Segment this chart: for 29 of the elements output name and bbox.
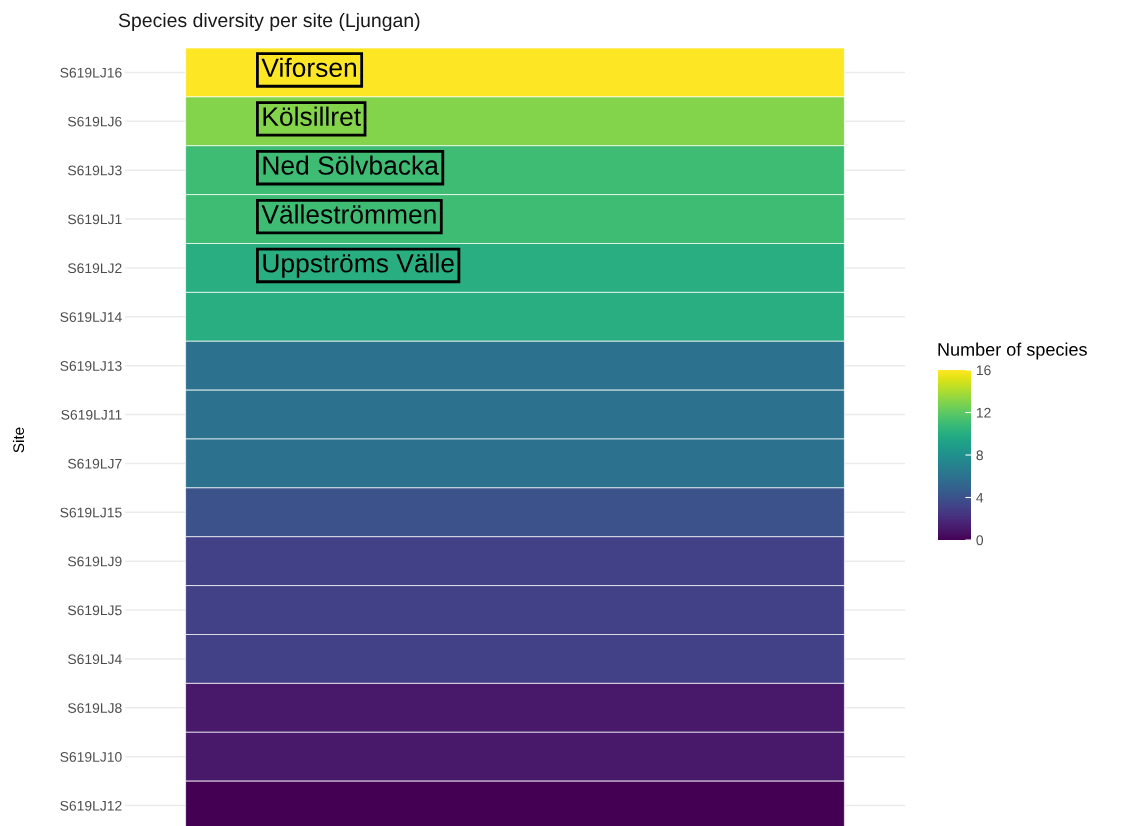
color-bar-label: 4	[976, 492, 984, 503]
y-tick-label: S619LJ12	[60, 800, 122, 811]
y-tick-label: S619LJ13	[60, 361, 122, 371]
annotation: Ned Sölvbacka	[263, 155, 439, 175]
y-tick-label: S619LJ15	[60, 507, 122, 518]
y-tick-label: S619LJ7	[68, 458, 122, 469]
color-bar-label: 16	[976, 365, 991, 376]
y-tick-label: S619LJ8	[68, 703, 122, 713]
y-tick-label: S619LJ2	[68, 263, 122, 274]
y-tick-label: S619LJ10	[60, 752, 122, 762]
y-tick-label: S619LJ5	[68, 605, 122, 616]
color-bar-label: 8	[976, 450, 983, 461]
chart-title: Species diversity per site (Ljungan)	[118, 12, 420, 32]
y-tick-label: S619LJ4	[68, 654, 122, 665]
color-bar-label: 12	[976, 407, 991, 418]
annotation: Välleströmmen	[261, 204, 436, 224]
y-tick-label: S619LJ6	[68, 116, 122, 127]
y-tick-label: S619LJ3	[68, 165, 122, 176]
y-tick-label: S619LJ9	[68, 556, 122, 567]
annotation: Kölsillret	[263, 106, 361, 126]
annotation: Uppströms Välle	[263, 253, 454, 278]
y-axis-title: Site	[12, 427, 25, 453]
y-tick-label: S619LJ1	[68, 214, 122, 225]
y-tick-label: S619LJ11	[61, 409, 122, 420]
color-bar-label: 0	[976, 535, 984, 546]
color-bar-title: Number of species	[938, 342, 1087, 360]
y-tick-label: S619LJ16	[60, 67, 122, 78]
y-tick-label: S619LJ14	[60, 312, 122, 322]
annotation: Viforsen	[261, 57, 356, 78]
